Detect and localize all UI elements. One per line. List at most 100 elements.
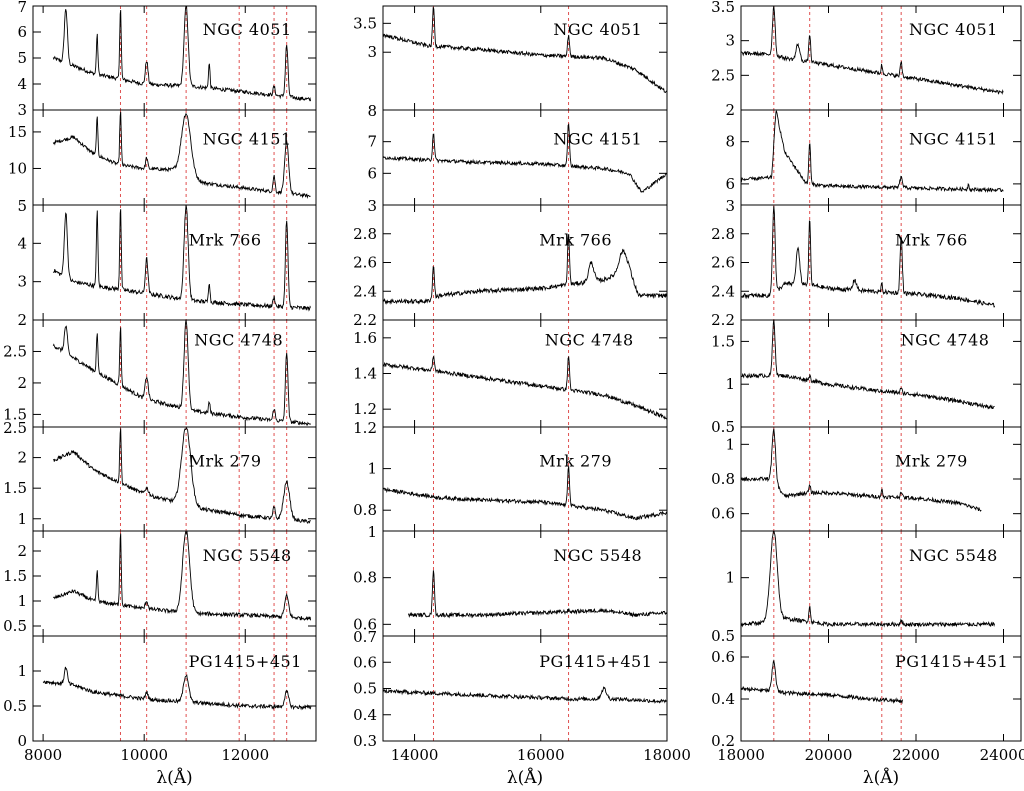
panel-mrk-279: 1 1.5 2 2.5 Mrk 279 (3, 419, 317, 532)
x-tick-label: 22000 (892, 746, 940, 764)
spectrum-line (383, 6, 667, 94)
panel-pg1415-451: 0.3 0.4 0.5 0.6 0.7 PG1415+451 (353, 628, 668, 750)
y-tick-label: 0.5 (711, 418, 735, 436)
x-tick-label: 8000 (24, 746, 62, 764)
panel-ngc-4051: 2 2.5 3 3.5 NGC 4051 (711, 0, 1022, 119)
panel-ngc-4151: 6 8 NGC 4151 (725, 109, 1022, 206)
y-tick-label: 1 (367, 460, 377, 478)
panel-pg1415-451: 0.2 0.4 0.6 PG1415+451 (711, 635, 1022, 750)
spectrum-line (741, 531, 996, 628)
panel-ngc-4051: 3 3.5 NGC 4051 (353, 5, 668, 111)
x-tick-label: 18000 (643, 746, 691, 764)
object-label: NGC 5548 (203, 546, 292, 565)
y-tick-label: 1 (725, 375, 735, 393)
spectrum-line (741, 659, 903, 705)
y-tick-label: 10 (8, 159, 27, 177)
spectrum-line (741, 6, 1004, 95)
x-axis-label: λ(Å) (507, 767, 543, 788)
y-tick-label: 2.2 (353, 311, 377, 329)
panel-pg1415-451: 0 0.5 1 PG1415+451 (3, 635, 317, 750)
object-label: NGC 4748 (545, 330, 634, 349)
panel-frame (740, 426, 1022, 532)
x-tick-label: 14000 (391, 746, 439, 764)
y-tick-label: 1.5 (711, 332, 735, 350)
y-tick-label: 1.5 (3, 567, 27, 585)
y-tick-label: 1.4 (353, 365, 377, 383)
panel-frame (32, 109, 317, 206)
x-tick-label: 10000 (120, 746, 168, 764)
x-tick-label: 16000 (517, 746, 565, 764)
y-tick-label: 0.4 (711, 690, 735, 708)
y-tick-label: 6 (367, 164, 377, 182)
y-tick-label: 0.8 (711, 470, 735, 488)
spectrum-line (741, 428, 982, 512)
y-tick-label: 5 (17, 197, 27, 215)
panel-frame (32, 635, 317, 742)
y-tick-label: 5 (17, 49, 27, 67)
y-tick-label: 1 (725, 435, 735, 453)
y-tick-label: 2.4 (353, 282, 377, 300)
y-tick-label: 1 (17, 662, 27, 680)
y-tick-label: 1 (367, 523, 377, 541)
spectrum-line (53, 427, 311, 524)
y-tick-label: 1.2 (353, 400, 377, 418)
panel-ngc-4051: 3 4 5 6 7 NGC 4051 (17, 0, 317, 119)
object-label: PG1415+451 (895, 652, 1008, 671)
spectrum-line (52, 111, 311, 199)
spectrum-line (741, 320, 995, 410)
spectrum-line (52, 6, 312, 102)
spectrum-line (407, 570, 667, 619)
object-label: Mrk 766 (189, 231, 262, 250)
y-tick-label: 4 (17, 75, 27, 93)
panel-frame (382, 109, 668, 206)
y-tick-label: 2.4 (711, 282, 735, 300)
y-tick-label: 1.6 (353, 329, 377, 347)
object-label: NGC 4051 (203, 20, 292, 39)
y-tick-label: 2 (17, 374, 27, 392)
y-tick-label: 7 (17, 0, 27, 16)
spectrum-line (741, 110, 1004, 193)
y-tick-label: 0.8 (353, 569, 377, 587)
y-tick-label: 2.5 (711, 66, 735, 84)
object-label: NGC 5548 (909, 546, 998, 565)
spectrum-line (42, 666, 312, 711)
spectrum-line (383, 686, 667, 704)
panel-ngc-5548: 0.5 1 NGC 5548 (711, 530, 1022, 645)
panel-frame (740, 635, 1022, 742)
panel-frame (382, 204, 668, 321)
y-tick-label: 2 (17, 542, 27, 560)
panel-ngc-4748: 1.5 2 2.5 NGC 4748 (3, 319, 317, 428)
panel-mrk-279: 0.8 1 1.2 Mrk 279 (353, 419, 668, 532)
y-tick-label: 2.6 (711, 254, 735, 272)
object-label: NGC 4748 (901, 330, 990, 349)
y-tick-label: 3 (367, 197, 377, 215)
y-tick-label: 2.5 (3, 342, 27, 360)
object-label: PG1415+451 (189, 652, 302, 671)
x-axis-label: λ(Å) (156, 767, 192, 788)
y-tick-label: 0.6 (353, 615, 377, 633)
x-tick-label: 12000 (221, 746, 269, 764)
panel-ngc-5548: 0.5 1 1.5 2 NGC 5548 (3, 530, 317, 637)
spectrum-line (52, 531, 312, 621)
y-tick-label: 2.2 (711, 311, 735, 329)
y-tick-label: 0.6 (711, 505, 735, 523)
y-tick-label: 0.8 (353, 501, 377, 519)
y-tick-label: 2 (17, 311, 27, 329)
spectrum-line (383, 466, 667, 521)
y-tick-label: 0.6 (353, 653, 377, 671)
y-tick-label: 0 (17, 732, 27, 750)
y-tick-label: 3 (17, 101, 27, 119)
panel-mrk-766: 2 3 4 5 Mrk 766 (17, 197, 317, 329)
y-tick-label: 6 (725, 175, 735, 193)
y-tick-label: 2.5 (3, 419, 27, 437)
y-tick-label: 3 (367, 43, 377, 61)
panel-mrk-279: 0.6 0.8 1 Mrk 279 (711, 426, 1022, 532)
y-tick-label: 0.7 (353, 628, 377, 646)
object-label: Mrk 279 (895, 451, 968, 470)
object-label: NGC 4051 (553, 20, 642, 39)
object-label: Mrk 766 (895, 231, 968, 250)
object-label: Mrk 279 (539, 451, 612, 470)
y-tick-label: 0.4 (353, 706, 377, 724)
spectrum-line (52, 320, 311, 426)
